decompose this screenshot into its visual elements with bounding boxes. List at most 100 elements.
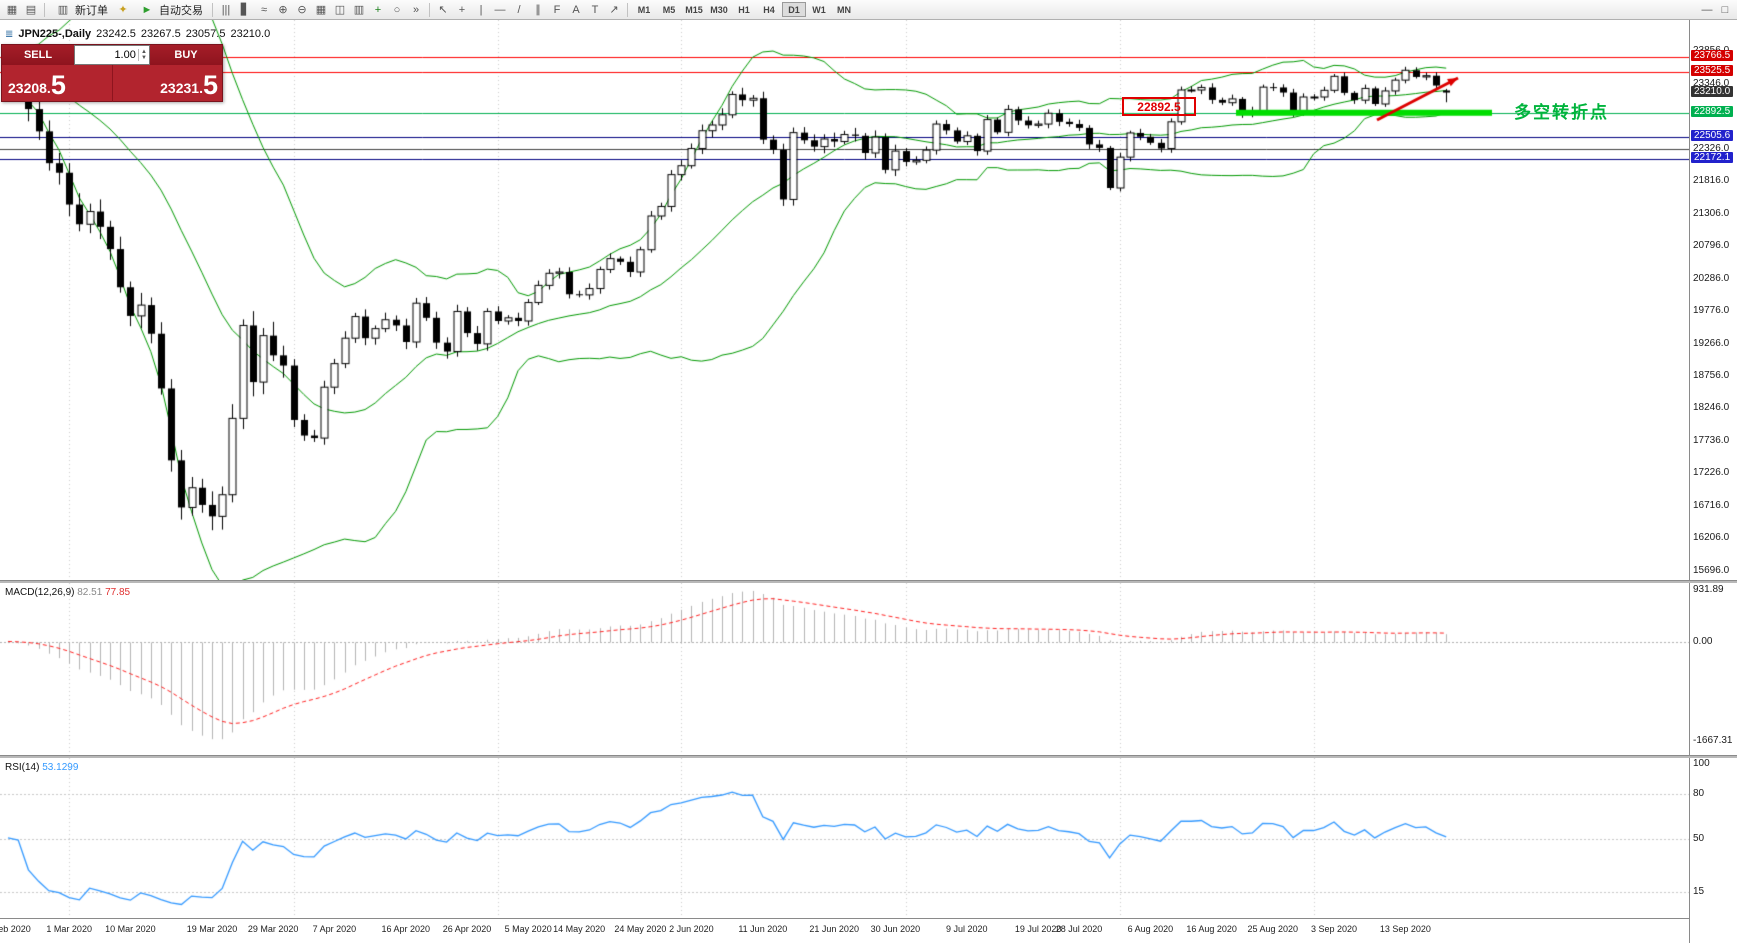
- timeframe-m15[interactable]: M15: [685, 4, 703, 15]
- toolbar-separator: [212, 2, 213, 17]
- toolbar-separator: [627, 2, 628, 17]
- restore-icon[interactable]: □: [1721, 3, 1729, 16]
- rsi-name: RSI(14): [5, 762, 40, 773]
- channel-icon[interactable]: ∥: [535, 4, 541, 16]
- one-click-trading-panel: SELL ▲▼ BUY 23208. 5 23231. 5: [1, 44, 223, 102]
- buy-price[interactable]: 23231. 5: [112, 65, 222, 102]
- zoom-out-icon[interactable]: ⊖: [297, 4, 307, 16]
- chart-workspace: ≣ JPN225-,Daily 23242.5 23267.5 23057.5 …: [0, 20, 1737, 943]
- date-axis-label: 19 Jul 2020: [1014, 924, 1062, 934]
- rsi-axis-label: 80: [1693, 788, 1705, 799]
- candlestick-chart-icon[interactable]: ▋: [240, 4, 250, 16]
- ohlc-high: 23267.5: [140, 28, 181, 40]
- price-axis-label: 19266.0: [1693, 337, 1730, 349]
- sell-price[interactable]: 23208. 5: [2, 65, 112, 102]
- price-axis-label: 18246.0: [1693, 402, 1730, 414]
- period-icon[interactable]: ○: [393, 3, 401, 16]
- chart-header: ≣ JPN225-,Daily 23242.5 23267.5 23057.5 …: [5, 28, 270, 40]
- zoom-in-icon[interactable]: ⊕: [278, 4, 288, 16]
- buy-price-big-digit: 5: [202, 70, 218, 100]
- price-axis-label: 22326.0: [1693, 142, 1730, 154]
- ohlc-close: 23210.0: [230, 28, 271, 40]
- date-axis-label: 16 Apr 2020: [381, 924, 431, 934]
- date-axis-label: 10 Mar 2020: [105, 924, 156, 934]
- timeframe-w1[interactable]: W1: [812, 4, 826, 15]
- cascade-windows-icon[interactable]: ◫: [334, 4, 346, 16]
- price-axis-label: 20286.0: [1693, 272, 1730, 284]
- macd-name: MACD(12,26,9): [5, 587, 75, 598]
- new-order-button[interactable]: ▥ 新订单: [49, 1, 113, 18]
- main-chart-canvas[interactable]: [0, 20, 1689, 580]
- date-axis-label: 6 Aug 2020: [1127, 924, 1174, 934]
- date-axis-label: 5 May 2020: [504, 924, 552, 934]
- symbol-title: JPN225-,Daily: [18, 28, 92, 40]
- new-chart-icon[interactable]: ▦: [6, 4, 18, 16]
- bar-chart-icon[interactable]: |||: [221, 3, 231, 16]
- chart-icon: ≣: [5, 28, 14, 40]
- new-order-label: 新订单: [75, 4, 108, 17]
- date-axis-label: 9 Jul 2020: [946, 924, 988, 934]
- price-axis-badge: 23210.0: [1691, 85, 1734, 97]
- toolbar: ▦ ▤ ▥ 新订单 ✦ ► 自动交易 ||| ▋ ≈ ⊕ ⊖ ▦ ◫ ▥ + ○ » ↖ + | — / ∥ F A T ↗ M1 M5 M…: [0, 0, 1737, 20]
- horizontal-line-icon[interactable]: —: [494, 3, 506, 16]
- macd-axis-label: 0.00: [1693, 636, 1713, 648]
- rsi-panel-canvas[interactable]: [0, 758, 1689, 918]
- chart-shift-icon[interactable]: »: [412, 3, 420, 16]
- minimize-icon[interactable]: —: [1701, 3, 1713, 16]
- date-axis[interactable]: 0 Feb 2020 1 Mar 2020 10 Mar 2020 19 Mar 20…: [0, 918, 1689, 943]
- date-axis-label: 30 Jun 2020: [870, 924, 921, 934]
- turning-point-label: 多空转折点: [1514, 103, 1609, 122]
- price-axis[interactable]: 23856.023346.022326.021816.021306.020796…: [1689, 20, 1737, 943]
- price-axis-label: 15696.0: [1693, 564, 1730, 576]
- price-annotation-box[interactable]: 22892.5: [1122, 97, 1196, 116]
- cursor-icon[interactable]: ↖: [438, 4, 448, 16]
- volume-input[interactable]: [75, 49, 138, 61]
- vertical-line-icon[interactable]: |: [479, 3, 483, 16]
- line-chart-icon[interactable]: ≈: [260, 3, 268, 16]
- autotrading-button[interactable]: ► 自动交易: [133, 1, 208, 18]
- macd-label: MACD(12,26,9) 82.51 77.85: [5, 587, 130, 598]
- timeframe-m1[interactable]: M1: [637, 4, 651, 15]
- date-axis-label: 2 Jun 2020: [669, 924, 714, 934]
- buy-button[interactable]: BUY: [150, 45, 222, 65]
- timeframe-mn[interactable]: MN: [837, 4, 851, 15]
- timeframe-m5[interactable]: M5: [662, 4, 676, 15]
- trendline-icon[interactable]: /: [517, 3, 521, 16]
- date-axis-label: 16 Aug 2020: [1186, 924, 1237, 934]
- date-axis-label: 7 Apr 2020: [312, 924, 357, 934]
- timeframe-h4[interactable]: H4: [763, 4, 775, 15]
- price-axis-label: 17736.0: [1693, 434, 1730, 446]
- ohlc-open: 23242.5: [96, 28, 136, 40]
- macd-axis-label: -1667.31: [1693, 735, 1733, 747]
- price-axis-label: 16716.0: [1693, 499, 1730, 511]
- price-axis-label: 19776.0: [1693, 305, 1730, 317]
- sell-button[interactable]: SELL: [2, 45, 74, 65]
- profiles-icon[interactable]: ▤: [25, 4, 37, 16]
- volume-stepper[interactable]: ▲ ▼: [137, 49, 149, 61]
- arrange-windows-icon[interactable]: ▥: [353, 4, 365, 16]
- date-axis-label: 19 Mar 2020: [186, 924, 238, 934]
- label-icon[interactable]: T: [591, 3, 599, 16]
- volume-field-wrap: ▲▼: [74, 45, 150, 65]
- date-axis-label: 11 Jun 2020: [738, 924, 788, 934]
- rsi-pane-divider[interactable]: [0, 755, 1737, 758]
- fibonacci-icon[interactable]: F: [553, 3, 561, 16]
- indicators-icon[interactable]: +: [374, 3, 382, 16]
- date-axis-label: 0 Feb 2020: [0, 924, 31, 934]
- sell-price-main: 23208.: [8, 80, 51, 96]
- timeframe-m30[interactable]: M30: [710, 4, 728, 15]
- price-axis-label: 20796.0: [1693, 240, 1730, 252]
- timeframe-h1[interactable]: H1: [738, 4, 750, 15]
- crosshair-icon[interactable]: +: [458, 3, 466, 16]
- expert-advisors-icon[interactable]: ✦: [118, 4, 128, 16]
- tile-windows-icon[interactable]: ▦: [315, 4, 327, 16]
- arrows-icon[interactable]: ↗: [609, 4, 619, 16]
- toolbar-separator: [429, 2, 430, 17]
- macd-panel-canvas[interactable]: [0, 583, 1689, 755]
- autotrading-label: 自动交易: [159, 4, 203, 17]
- macd-pane-divider[interactable]: [0, 580, 1737, 583]
- ohlc-low: 23057.5: [185, 28, 226, 40]
- text-icon[interactable]: A: [572, 3, 580, 16]
- timeframe-d1[interactable]: D1: [782, 2, 806, 17]
- sell-price-big-digit: 5: [50, 70, 66, 100]
